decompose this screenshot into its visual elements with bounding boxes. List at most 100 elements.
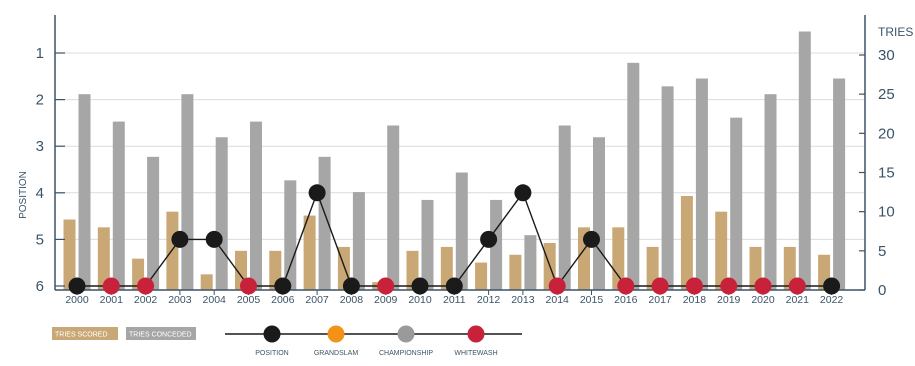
bar-tries-conceded bbox=[78, 94, 91, 291]
position-marker-position bbox=[308, 184, 326, 202]
y2-tick-label: 15 bbox=[878, 165, 895, 182]
x-tick-label: 2014 bbox=[546, 294, 570, 306]
x-tick-label: 2004 bbox=[203, 294, 227, 306]
position-marker-whitewash bbox=[137, 277, 155, 295]
bar-tries-scored bbox=[63, 219, 76, 290]
x-tick-label: 2010 bbox=[408, 294, 432, 306]
position-marker-whitewash bbox=[720, 277, 738, 295]
position-marker-whitewash bbox=[685, 277, 703, 295]
bar-tries-scored bbox=[200, 274, 213, 290]
bar-tries-conceded bbox=[455, 172, 468, 290]
position-marker-position bbox=[274, 277, 292, 295]
bar-tries-conceded bbox=[215, 137, 228, 290]
bar-tries-conceded bbox=[627, 62, 640, 291]
bars bbox=[63, 31, 846, 291]
tick-labels: 1 2 3 4 5 6 0 5 10 15 20 25 30 2000 2001 2002 2003 2004 20… bbox=[36, 45, 895, 306]
x-tick-label: 2012 bbox=[477, 294, 501, 306]
bar-tries-conceded bbox=[524, 235, 537, 290]
position-marker-position bbox=[445, 277, 463, 295]
bar-tries-scored bbox=[303, 215, 316, 290]
position-marker-position bbox=[583, 230, 600, 248]
x-tick-label: 2021 bbox=[786, 294, 810, 306]
bar-tries-scored bbox=[680, 196, 693, 290]
legend-marker-championship bbox=[397, 325, 415, 343]
bar-tries-conceded bbox=[421, 199, 434, 290]
y2-tick-label: 10 bbox=[878, 204, 895, 221]
x-tick-label: 2015 bbox=[580, 294, 604, 306]
position-marker-position bbox=[514, 184, 532, 202]
position-marker-whitewash bbox=[651, 277, 669, 295]
y-tick-label: 3 bbox=[36, 138, 44, 155]
y-tick-label: 5 bbox=[36, 231, 44, 248]
bar-tries-scored bbox=[97, 227, 110, 290]
x-tick-label: 2017 bbox=[648, 294, 672, 306]
legend-marker-position bbox=[263, 325, 281, 343]
position-marker-whitewash bbox=[102, 277, 120, 295]
y-tick-label: 2 bbox=[36, 92, 44, 109]
position-marker-position bbox=[411, 277, 429, 295]
bar-tries-conceded bbox=[593, 137, 605, 290]
x-tick-label: 2007 bbox=[305, 294, 329, 306]
bar-tries-conceded bbox=[352, 192, 365, 290]
legend-marker-grandslam bbox=[327, 325, 345, 343]
legend-marker-label-grandslam: GRANDSLAM bbox=[314, 350, 359, 357]
position-marker-whitewash bbox=[377, 277, 395, 295]
position-marker-position bbox=[342, 277, 360, 295]
x-tick-label: 2020 bbox=[751, 294, 775, 306]
position-marker-position bbox=[480, 230, 498, 248]
y2-tick-label: 25 bbox=[878, 86, 895, 103]
bar-tries-conceded bbox=[764, 94, 777, 291]
bar-tries-conceded bbox=[730, 117, 743, 291]
y-axis-title: POSITION bbox=[18, 171, 29, 219]
y2-tick-label: 0 bbox=[878, 282, 886, 299]
bar-tries-scored bbox=[475, 262, 488, 290]
legend: TRIES SCORED TRIES CONCEDED POSITION GRANDS… bbox=[52, 325, 522, 357]
x-tick-label: 2003 bbox=[168, 294, 192, 306]
bar-tries-conceded bbox=[558, 125, 571, 290]
x-tick-label: 2016 bbox=[614, 294, 638, 306]
x-tick-label: 2022 bbox=[820, 294, 844, 306]
bar-tries-conceded bbox=[490, 199, 503, 290]
x-tick-label: 2000 bbox=[65, 294, 89, 306]
x-tick-label: 2001 bbox=[100, 294, 124, 306]
legend-label-conceded: TRIES CONCEDED bbox=[129, 332, 192, 339]
bar-tries-scored bbox=[612, 227, 625, 290]
position-line bbox=[68, 184, 841, 295]
y-tick-label: 6 bbox=[36, 278, 44, 295]
legend-marker-label-position: POSITION bbox=[255, 350, 288, 357]
position-marker-position bbox=[171, 230, 189, 248]
x-tick-label: 2002 bbox=[134, 294, 158, 306]
position-marker-position bbox=[823, 277, 841, 295]
position-marker-whitewash bbox=[754, 277, 772, 295]
y2-tick-label: 5 bbox=[878, 243, 886, 260]
legend-label-scored: TRIES SCORED bbox=[55, 332, 108, 339]
bar-tries-conceded bbox=[147, 156, 160, 290]
legend-swatch-scored bbox=[52, 327, 118, 340]
bar-tries-conceded bbox=[387, 125, 400, 290]
x-tick-label: 2018 bbox=[683, 294, 707, 306]
bar-tries-scored bbox=[509, 254, 522, 290]
position-marker-position bbox=[205, 230, 223, 248]
bar-tries-conceded bbox=[833, 78, 846, 290]
x-tick-label: 2013 bbox=[511, 294, 535, 306]
x-tick-label: 2009 bbox=[374, 294, 398, 306]
bar-tries-scored bbox=[166, 211, 179, 290]
position-marker-whitewash bbox=[788, 277, 806, 295]
y2-axis-title: TRIES bbox=[878, 25, 913, 39]
bar-tries-conceded bbox=[798, 31, 811, 290]
bar-tries-conceded bbox=[250, 121, 262, 290]
y-tick-label: 1 bbox=[36, 45, 44, 62]
y2-tick-label: 20 bbox=[878, 125, 895, 142]
position-marker-whitewash bbox=[617, 277, 635, 295]
x-tick-label: 2005 bbox=[237, 294, 261, 306]
legend-marker-whitewash bbox=[467, 325, 485, 343]
y2-tick-label: 30 bbox=[878, 47, 895, 64]
position-marker-whitewash bbox=[548, 277, 566, 295]
legend-marker-label-championship: CHAMPIONSHIP bbox=[379, 350, 433, 357]
bar-tries-conceded bbox=[695, 78, 708, 290]
y-tick-label: 4 bbox=[36, 185, 44, 202]
bar-tries-conceded bbox=[181, 94, 194, 291]
bar-tries-conceded bbox=[661, 86, 674, 290]
position-marker-position bbox=[68, 277, 86, 295]
